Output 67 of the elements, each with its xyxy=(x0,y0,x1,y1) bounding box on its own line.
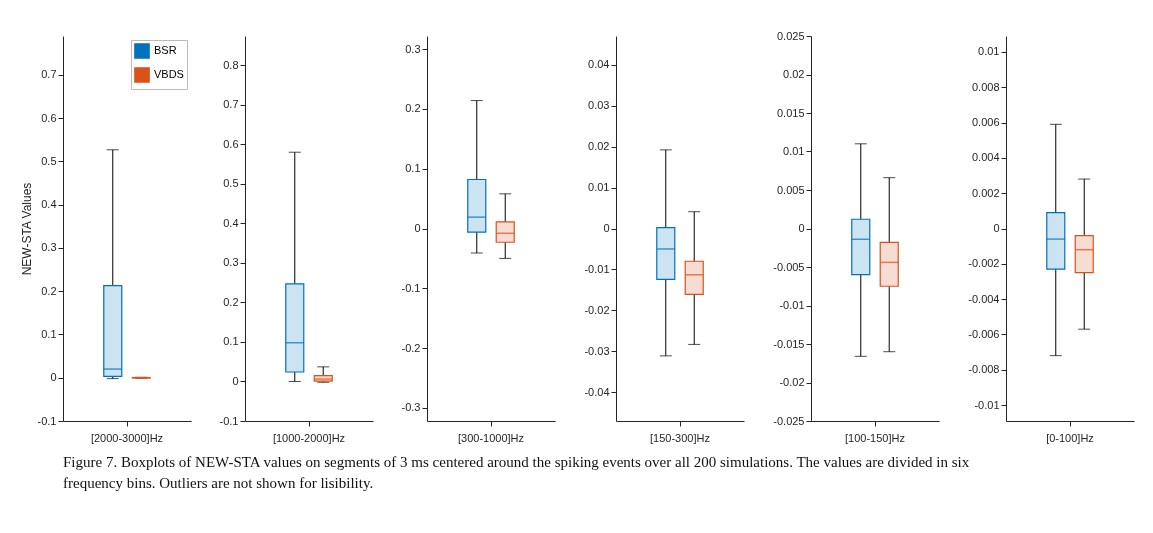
y-tick-label: -0.03 xyxy=(584,344,610,357)
y-tick-label: 0 xyxy=(414,222,421,234)
y-tick-label: 0.7 xyxy=(41,68,57,81)
caption: Figure 7. Boxplots of NEW-STA values on segments of 3 ms centered around the spiking events over all 200 simulations. The values are divided in six frequency bins. Outliers are not shown for lisibility. xyxy=(63,454,970,491)
y-tick-label: -0.01 xyxy=(779,299,805,311)
y-tick-label: 0 xyxy=(603,222,610,234)
y-tick-label: 0 xyxy=(232,374,239,387)
y-tick-label: 0.3 xyxy=(405,42,421,55)
legend-label: BSR xyxy=(154,44,177,56)
legend-label: VBDS xyxy=(154,68,184,80)
y-tick-label: 0.7 xyxy=(223,98,239,111)
y-tick-label: -0.01 xyxy=(584,262,610,275)
y-tick-label: 0.2 xyxy=(223,295,239,308)
y-tick-label: -0.006 xyxy=(968,327,1000,340)
y-tick-label: 0.5 xyxy=(223,177,239,190)
y-tick-label: -0.02 xyxy=(779,376,805,388)
x-tick-label: [1000-2000]Hz xyxy=(272,431,346,444)
y-tick-label: 0 xyxy=(993,222,1000,234)
y-tick-label: -0.025 xyxy=(773,414,805,427)
y-tick-label: 0.6 xyxy=(41,111,57,124)
x-tick-label: [2000-3000]Hz xyxy=(90,431,164,444)
y-tick-label: -0.002 xyxy=(968,257,1000,270)
y-tick-label: -0.008 xyxy=(968,363,1000,376)
y-tick-label: 0.2 xyxy=(41,284,57,297)
x-tick-label: [300-1000]Hz xyxy=(457,431,525,444)
y-tick-label: 0.02 xyxy=(588,140,610,153)
y-tick-label: 0 xyxy=(798,222,805,234)
y-tick-label: -0.02 xyxy=(584,303,610,316)
y-tick-label: 0.8 xyxy=(223,58,239,71)
y-tick-label: -0.1 xyxy=(219,414,239,427)
y-tick-label: 0.01 xyxy=(978,45,1000,58)
y-tick-label: -0.015 xyxy=(773,337,805,350)
y-tick-label: 0.1 xyxy=(223,335,239,348)
y-tick-label: 0.2 xyxy=(405,102,421,115)
y-tick-label: 0.002 xyxy=(971,186,1000,199)
x-tick-label: [100-150]Hz xyxy=(845,431,905,444)
y-tick-label: 0.015 xyxy=(776,106,805,119)
y-tick-label: 0.04 xyxy=(588,58,610,71)
y-tick-label: 0.4 xyxy=(41,198,57,211)
x-tick-label: [0-100]Hz xyxy=(1046,431,1094,444)
y-tick-label: 0.3 xyxy=(223,256,239,269)
y-tick-label: 0.1 xyxy=(41,327,57,340)
y-tick-label: -0.04 xyxy=(584,385,610,398)
y-tick-label: 0.1 xyxy=(405,162,421,175)
y-tick-label: 0.4 xyxy=(223,216,239,229)
y-tick-label: 0.03 xyxy=(588,99,610,112)
y-tick-label: 0.01 xyxy=(783,145,805,157)
y-tick-label: -0.01 xyxy=(974,398,1000,411)
y-tick-label: -0.1 xyxy=(37,414,57,427)
y-tick-label: -0.004 xyxy=(968,292,1000,305)
y-tick-label: 0.3 xyxy=(41,241,57,254)
y-tick-label: -0.005 xyxy=(773,260,805,273)
y-tick-label: 0.01 xyxy=(588,181,610,194)
y-tick-label: 0.5 xyxy=(41,154,57,167)
y-axis-title: NEW-STA Values xyxy=(19,182,34,276)
x-tick-label: [150-300]Hz xyxy=(650,431,710,444)
y-tick-label: 0.025 xyxy=(776,29,805,42)
y-tick-label: 0.02 xyxy=(783,68,805,80)
y-tick-label: -0.1 xyxy=(401,281,421,294)
y-tick-label: -0.2 xyxy=(401,341,421,354)
y-tick-label: 0.004 xyxy=(971,151,1000,164)
y-tick-label: 0.008 xyxy=(971,80,1000,93)
y-tick-label: 0.005 xyxy=(776,183,805,196)
y-tick-label: 0.6 xyxy=(223,137,239,150)
y-tick-label: -0.3 xyxy=(401,401,421,414)
y-tick-label: 0.006 xyxy=(971,116,1000,129)
y-tick-label: 0 xyxy=(50,371,57,384)
